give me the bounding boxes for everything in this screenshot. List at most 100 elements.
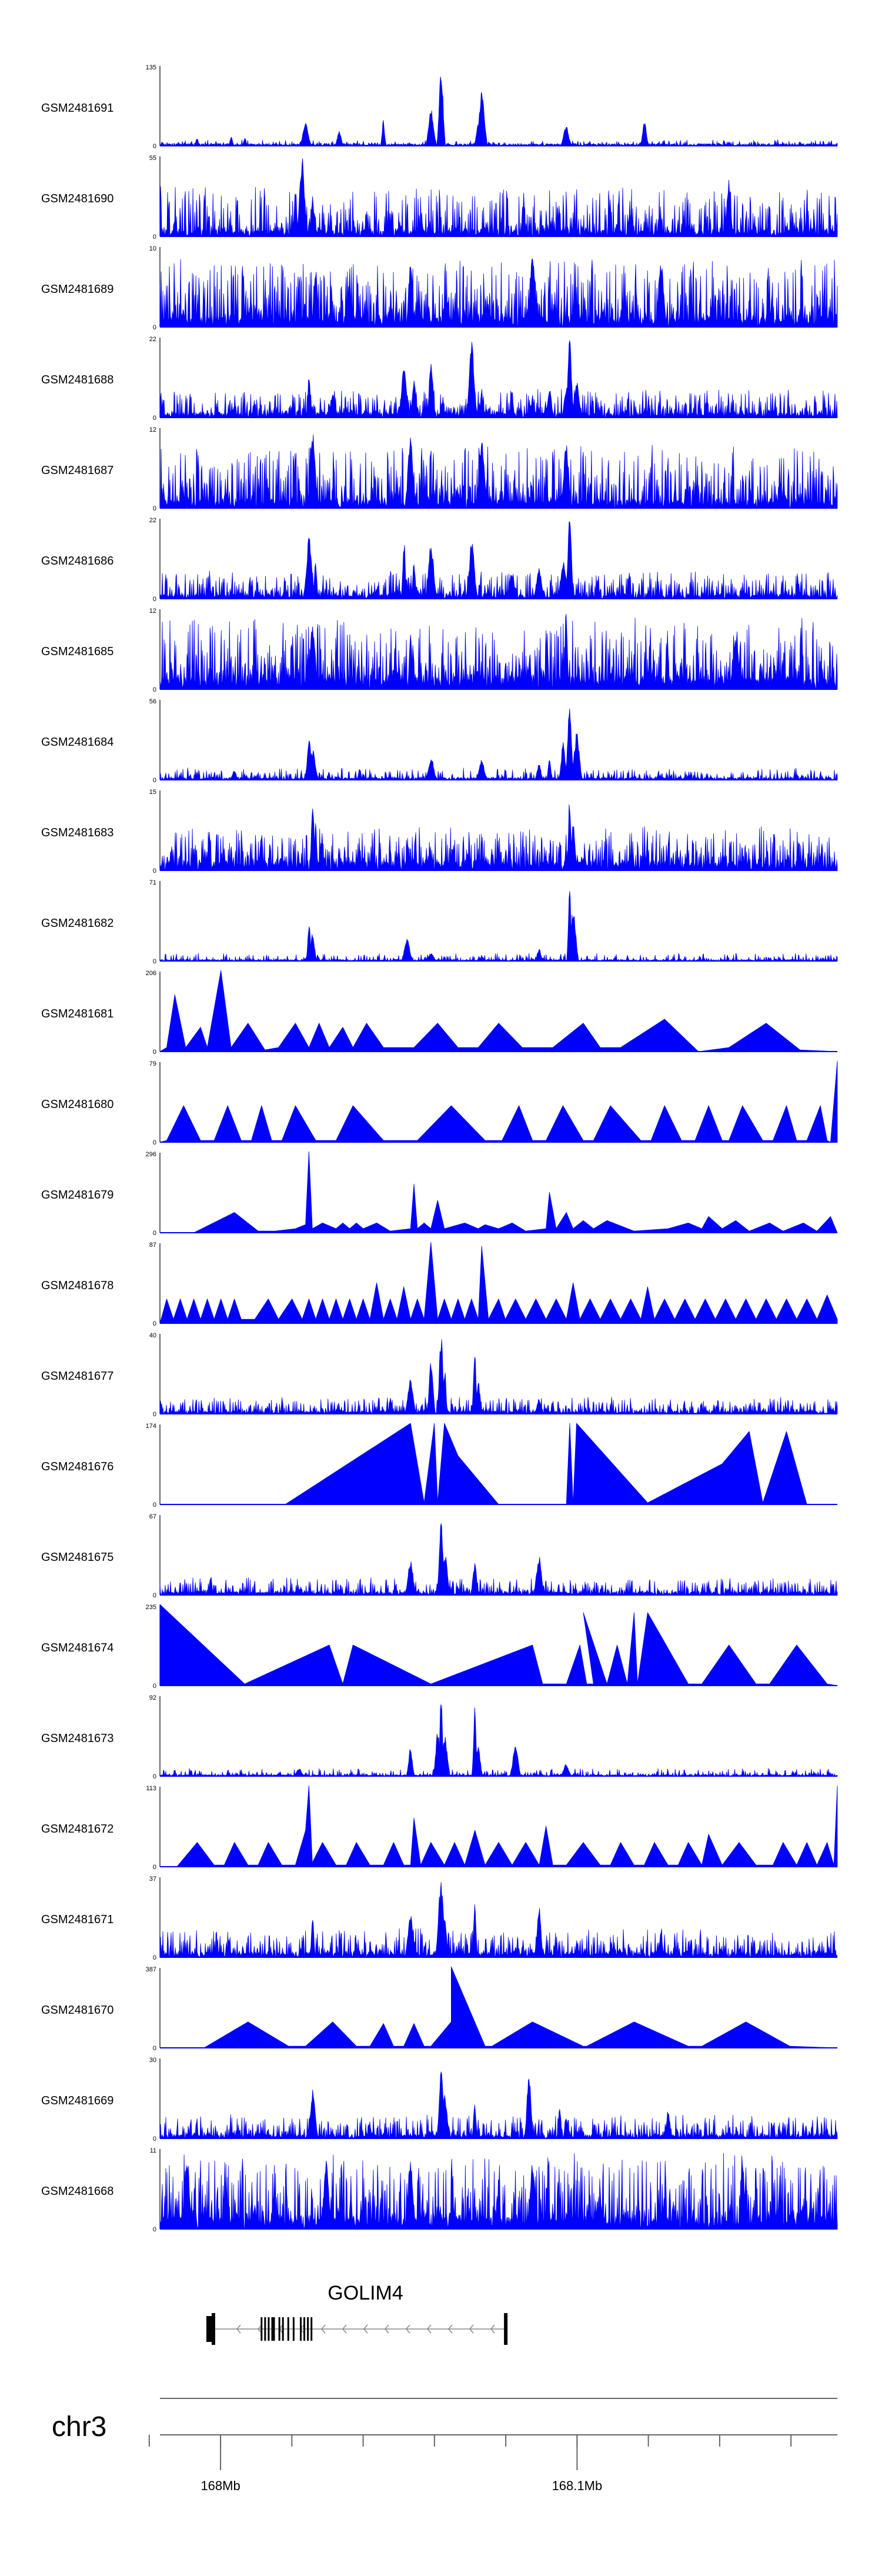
coverage-track: GSM2481679 296 0 — [41, 1151, 838, 1237]
strand-arrow-icon — [320, 2324, 326, 2334]
coverage-track: GSM2481681 206 0 — [41, 970, 838, 1056]
gene-name-label: GOLIM4 — [328, 2282, 403, 2304]
track-ymax-label: 113 — [146, 1785, 156, 1792]
track-label: GSM2481673 — [41, 1732, 113, 1745]
track-ymin-label: 0 — [153, 415, 156, 422]
coverage-area — [159, 1339, 838, 1414]
track-label: GSM2481679 — [41, 1189, 113, 1202]
track-ymax-label: 87 — [149, 1242, 156, 1249]
track-label: GSM2481671 — [41, 1913, 113, 1926]
coverage-area — [159, 158, 838, 237]
coverage-track: GSM2481675 67 0 — [41, 1513, 838, 1599]
coverage-area — [159, 804, 838, 871]
track-ymin-label: 0 — [153, 1501, 156, 1509]
coverage-area — [159, 76, 838, 146]
coverage-track: GSM2481668 11 0 — [41, 2147, 838, 2233]
track-ymax-label: 71 — [149, 879, 156, 886]
strand-arrow-icon — [405, 2324, 410, 2334]
coverage-track: GSM2481684 56 0 — [41, 698, 838, 784]
coverage-track: GSM2481689 10 0 — [41, 245, 838, 331]
gene-exon — [282, 2317, 284, 2341]
track-ymax-label: 15 — [149, 789, 156, 796]
track-ymax-label: 206 — [146, 970, 156, 977]
track-label: GSM2481688 — [41, 373, 113, 386]
track-ymin-label: 0 — [153, 1683, 156, 1690]
track-ymax-label: 387 — [146, 1966, 156, 1973]
coverage-area — [159, 1604, 838, 1686]
coverage-track: GSM2481687 12 0 — [41, 426, 838, 512]
coverage-track: GSM2481673 92 0 — [41, 1694, 838, 1780]
track-ymin-label: 0 — [153, 686, 156, 693]
track-ymin-label: 0 — [153, 1592, 156, 1599]
track-label: GSM2481672 — [41, 1823, 113, 1836]
track-label: GSM2481678 — [41, 1279, 113, 1292]
track-ymax-label: 22 — [149, 517, 156, 524]
coverage-area — [159, 340, 838, 418]
track-ymin-label: 0 — [153, 2135, 156, 2143]
coverage-area — [159, 1423, 838, 1505]
track-ymax-label: 174 — [146, 1423, 156, 1430]
track-label: GSM2481687 — [41, 464, 113, 477]
track-ymax-label: 40 — [149, 1332, 156, 1339]
track-label: GSM2481686 — [41, 555, 113, 568]
track-label: GSM2481677 — [41, 1370, 113, 1383]
track-ymin-label: 0 — [153, 2045, 156, 2052]
gene-exon — [310, 2317, 313, 2341]
track-label: GSM2481680 — [41, 1098, 113, 1111]
track-ymin-label: 0 — [153, 505, 156, 512]
coverage-track: GSM2481686 22 0 — [41, 517, 838, 603]
track-ymax-label: 67 — [149, 1513, 156, 1520]
track-ymax-label: 56 — [149, 698, 156, 705]
track-label: GSM2481689 — [41, 283, 113, 296]
coverage-area — [159, 1704, 838, 1777]
genome-axis: chr3 168Mb 168.1Mb — [52, 2398, 837, 2493]
track-ymax-label: 79 — [149, 1060, 156, 1067]
gene-exon — [303, 2317, 306, 2341]
gene-exon — [307, 2317, 309, 2341]
track-ymax-label: 12 — [149, 608, 156, 615]
track-ymin-label: 0 — [153, 233, 156, 241]
strand-arrow-icon — [342, 2324, 347, 2334]
track-label: GSM2481685 — [41, 645, 113, 658]
track-ymin-label: 0 — [153, 143, 156, 150]
gene-exon — [268, 2317, 270, 2341]
axis-tick-label: 168.1Mb — [552, 2478, 603, 2493]
coverage-track: GSM2481683 15 0 — [41, 789, 838, 875]
track-ymin-label: 0 — [153, 1954, 156, 1961]
track-ymax-label: 135 — [146, 64, 156, 71]
track-ymin-label: 0 — [153, 867, 156, 875]
coverage-track: GSM2481690 55 0 — [41, 155, 838, 241]
track-ymin-label: 0 — [153, 1230, 156, 1237]
gene-exon — [260, 2317, 263, 2341]
track-ymin-label: 0 — [153, 1773, 156, 1780]
track-label: GSM2481674 — [41, 1641, 113, 1654]
track-label: GSM2481675 — [41, 1551, 113, 1564]
track-ymin-label: 0 — [153, 596, 156, 603]
track-ymax-label: 22 — [149, 336, 156, 343]
track-label: GSM2481682 — [41, 917, 113, 930]
coverage-track: GSM2481676 174 0 — [41, 1423, 838, 1509]
coverage-area — [159, 1785, 838, 1867]
track-label: GSM2481668 — [41, 2185, 113, 2198]
coverage-area — [159, 434, 838, 509]
coverage-area — [159, 708, 838, 780]
track-ymax-label: 30 — [149, 2057, 156, 2064]
gene-exon — [278, 2317, 280, 2341]
track-ymin-label: 0 — [153, 1320, 156, 1327]
track-label: GSM2481691 — [41, 102, 113, 115]
gene-utr — [206, 2316, 212, 2342]
gene-exon — [271, 2317, 273, 2341]
strand-arrow-icon — [257, 2324, 262, 2334]
coverage-area — [159, 2071, 838, 2139]
coverage-area — [159, 1242, 838, 1324]
coverage-track: GSM2481678 87 0 — [41, 1242, 838, 1327]
track-label: GSM2481690 — [41, 192, 113, 205]
coverage-area — [159, 521, 838, 599]
track-ymax-label: 10 — [149, 245, 156, 252]
track-ymin-label: 0 — [153, 1864, 156, 1871]
coverage-track: GSM2481677 40 0 — [41, 1332, 838, 1418]
coverage-track: GSM2481672 113 0 — [41, 1785, 838, 1871]
coverage-track: GSM2481671 37 0 — [41, 1876, 838, 1961]
coverage-area — [159, 891, 838, 962]
